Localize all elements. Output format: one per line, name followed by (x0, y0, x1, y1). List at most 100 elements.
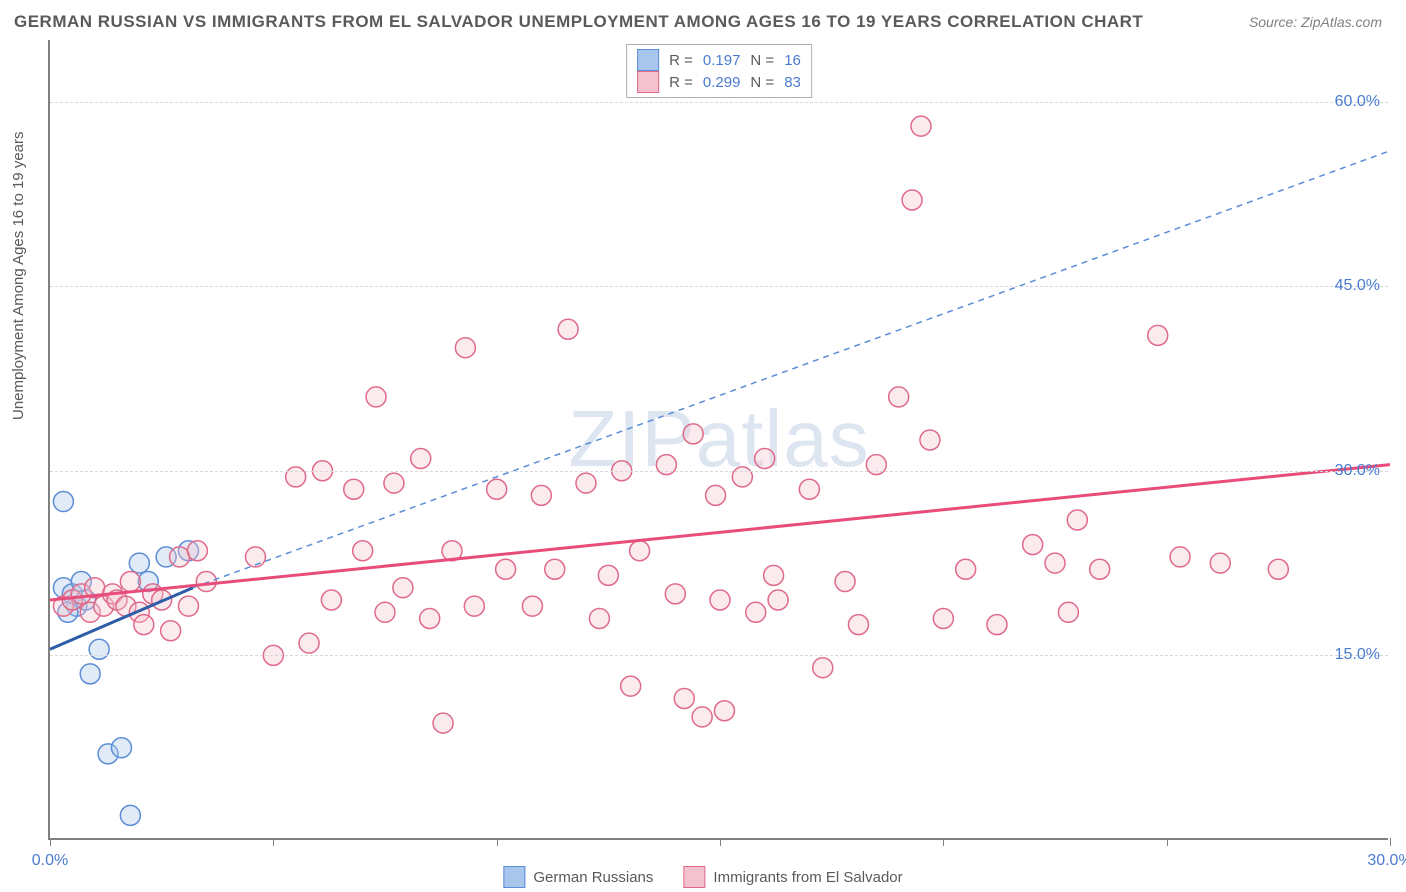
data-point (746, 602, 766, 622)
data-point (299, 633, 319, 653)
x-tick (497, 838, 498, 846)
y-tick-label: 45.0% (1335, 277, 1380, 295)
legend-n-label: N = (750, 52, 774, 69)
legend-row: R = 0.299 N = 83 (637, 71, 801, 93)
legend-r-value: 0.299 (703, 74, 741, 91)
data-point (531, 485, 551, 505)
data-point (344, 479, 364, 499)
data-point (366, 387, 386, 407)
data-point (420, 608, 440, 628)
data-point (576, 473, 596, 493)
legend-n-value: 16 (784, 52, 801, 69)
data-point (178, 596, 198, 616)
chart-svg (50, 40, 1388, 838)
data-point (464, 596, 484, 616)
data-point (598, 565, 618, 585)
data-point (455, 338, 475, 358)
x-tick-label: 30.0% (1367, 852, 1406, 870)
trend-line (50, 465, 1390, 600)
data-point (799, 479, 819, 499)
legend-r-label: R = (669, 74, 693, 91)
legend-label: German Russians (533, 869, 653, 886)
data-point (987, 615, 1007, 635)
x-tick (273, 838, 274, 846)
data-point (487, 479, 507, 499)
data-point (161, 621, 181, 641)
legend-swatch (637, 71, 659, 93)
data-point (1058, 602, 1078, 622)
x-tick (943, 838, 944, 846)
y-tick-label: 15.0% (1335, 646, 1380, 664)
data-point (813, 658, 833, 678)
gridline (50, 102, 1388, 103)
x-tick (1390, 838, 1391, 846)
legend-series: German Russians Immigrants from El Salvad… (503, 866, 902, 888)
x-tick-label: 0.0% (32, 852, 68, 870)
data-point (120, 805, 140, 825)
data-point (522, 596, 542, 616)
legend-swatch (637, 49, 659, 71)
data-point (1067, 510, 1087, 530)
data-point (764, 565, 784, 585)
y-axis-label: Unemployment Among Ages 16 to 19 years (10, 131, 27, 420)
data-point (621, 676, 641, 696)
data-point (1148, 325, 1168, 345)
data-point (384, 473, 404, 493)
data-point (1023, 535, 1043, 555)
data-point (53, 492, 73, 512)
y-tick-label: 30.0% (1335, 462, 1380, 480)
data-point (589, 608, 609, 628)
gridline (50, 655, 1388, 656)
data-point (1268, 559, 1288, 579)
gridline (50, 286, 1388, 287)
data-point (714, 701, 734, 721)
chart-title: GERMAN RUSSIAN VS IMMIGRANTS FROM EL SAL… (14, 12, 1143, 32)
legend-item: German Russians (503, 866, 653, 888)
legend-label: Immigrants from El Salvador (713, 869, 902, 886)
source-attribution: Source: ZipAtlas.com (1249, 14, 1382, 30)
legend-row: R = 0.197 N = 16 (637, 49, 801, 71)
data-point (111, 738, 131, 758)
data-point (1210, 553, 1230, 573)
data-point (630, 541, 650, 561)
legend-item: Immigrants from El Salvador (683, 866, 902, 888)
data-point (321, 590, 341, 610)
legend-correlation: R = 0.197 N = 16 R = 0.299 N = 83 (626, 44, 812, 98)
data-point (1090, 559, 1110, 579)
legend-n-label: N = (750, 74, 774, 91)
data-point (889, 387, 909, 407)
data-point (911, 116, 931, 136)
legend-swatch (683, 866, 705, 888)
data-point (558, 319, 578, 339)
data-point (665, 584, 685, 604)
legend-swatch (503, 866, 525, 888)
data-point (933, 608, 953, 628)
data-point (545, 559, 565, 579)
data-point (393, 578, 413, 598)
data-point (134, 615, 154, 635)
legend-r-value: 0.197 (703, 52, 741, 69)
data-point (692, 707, 712, 727)
data-point (848, 615, 868, 635)
trend-line-dashed (193, 151, 1390, 588)
gridline (50, 471, 1388, 472)
data-point (129, 553, 149, 573)
x-tick (1167, 838, 1168, 846)
data-point (1170, 547, 1190, 567)
data-point (187, 541, 207, 561)
plot-area: ZIPatlas R =0.197N =16R =0.299N =83 15.0… (48, 40, 1388, 840)
data-point (683, 424, 703, 444)
x-tick (720, 838, 721, 846)
legend-r-label: R = (669, 52, 693, 69)
x-tick (50, 838, 51, 846)
data-point (1045, 553, 1065, 573)
data-point (375, 602, 395, 622)
data-point (902, 190, 922, 210)
data-point (245, 547, 265, 567)
legend-n-value: 83 (784, 74, 801, 91)
data-point (196, 572, 216, 592)
data-point (710, 590, 730, 610)
data-point (353, 541, 373, 561)
data-point (755, 448, 775, 468)
data-point (706, 485, 726, 505)
